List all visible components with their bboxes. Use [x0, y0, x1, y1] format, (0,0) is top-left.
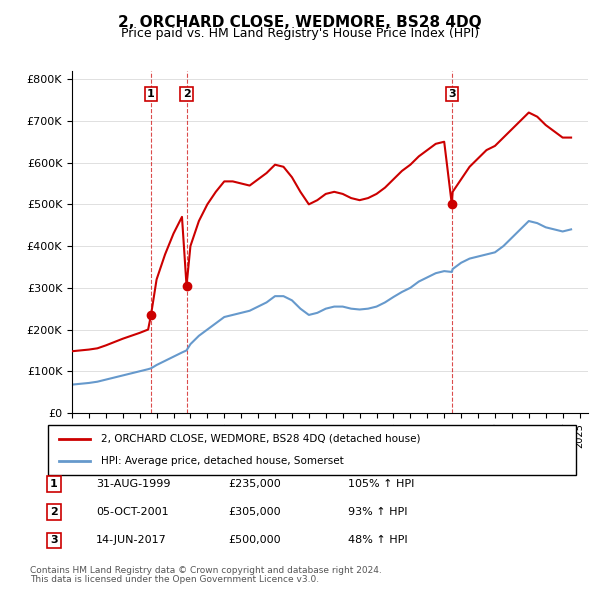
Text: £235,000: £235,000: [228, 479, 281, 489]
Text: 2: 2: [182, 89, 190, 99]
Text: 2: 2: [50, 507, 58, 517]
Text: 31-AUG-1999: 31-AUG-1999: [96, 479, 170, 489]
Text: 2, ORCHARD CLOSE, WEDMORE, BS28 4DQ (detached house): 2, ORCHARD CLOSE, WEDMORE, BS28 4DQ (det…: [101, 434, 420, 444]
Text: 3: 3: [448, 89, 455, 99]
Text: 1: 1: [50, 479, 58, 489]
Text: 2, ORCHARD CLOSE, WEDMORE, BS28 4DQ: 2, ORCHARD CLOSE, WEDMORE, BS28 4DQ: [118, 15, 482, 30]
Text: 105% ↑ HPI: 105% ↑ HPI: [348, 479, 415, 489]
Text: £305,000: £305,000: [228, 507, 281, 517]
Text: 05-OCT-2001: 05-OCT-2001: [96, 507, 169, 517]
Text: 1: 1: [147, 89, 155, 99]
Text: 3: 3: [50, 536, 58, 545]
Text: Price paid vs. HM Land Registry's House Price Index (HPI): Price paid vs. HM Land Registry's House …: [121, 27, 479, 40]
Text: 14-JUN-2017: 14-JUN-2017: [96, 536, 167, 545]
Text: 48% ↑ HPI: 48% ↑ HPI: [348, 536, 407, 545]
Text: HPI: Average price, detached house, Somerset: HPI: Average price, detached house, Some…: [101, 456, 344, 466]
FancyBboxPatch shape: [48, 425, 576, 475]
Text: Contains HM Land Registry data © Crown copyright and database right 2024.: Contains HM Land Registry data © Crown c…: [30, 566, 382, 575]
Text: 93% ↑ HPI: 93% ↑ HPI: [348, 507, 407, 517]
Text: £500,000: £500,000: [228, 536, 281, 545]
Text: This data is licensed under the Open Government Licence v3.0.: This data is licensed under the Open Gov…: [30, 575, 319, 584]
